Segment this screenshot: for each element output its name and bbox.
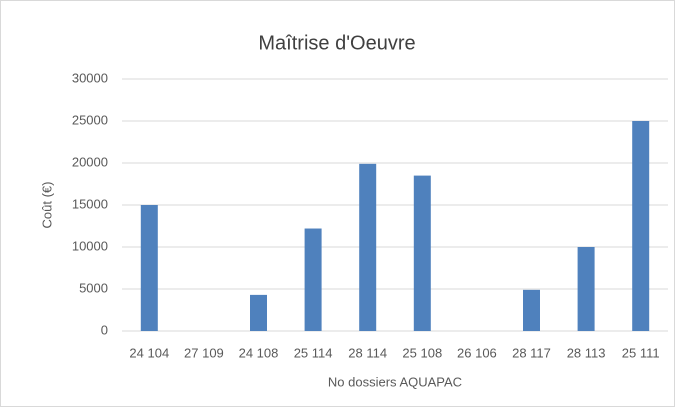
y-tick-label: 20000 bbox=[72, 154, 108, 169]
y-tick-label: 0 bbox=[101, 322, 108, 337]
chart-title: Maîtrise d'Oeuvre bbox=[258, 32, 415, 54]
x-tick-label: 25 111 bbox=[622, 345, 660, 360]
bar bbox=[140, 205, 158, 331]
bar bbox=[523, 289, 540, 331]
x-tick-label: 25 108 bbox=[402, 345, 442, 360]
y-tick-label: 15000 bbox=[72, 196, 108, 211]
bar bbox=[359, 163, 377, 331]
bar bbox=[304, 228, 322, 331]
x-tick-label: 28 117 bbox=[512, 345, 551, 360]
y-tick-label: 25000 bbox=[72, 112, 108, 127]
bar bbox=[413, 175, 431, 331]
x-axis-label: No dossiers AQUAPAC bbox=[328, 374, 462, 389]
x-tick-label: 24 104 bbox=[129, 345, 169, 360]
bar bbox=[250, 294, 267, 331]
bar bbox=[577, 247, 595, 331]
x-tick-label: 26 106 bbox=[457, 345, 497, 360]
y-tick-label: 30000 bbox=[72, 70, 108, 85]
x-tick-label: 24 108 bbox=[239, 345, 279, 360]
bar bbox=[632, 121, 650, 331]
y-axis-label: Coût (€) bbox=[39, 182, 54, 229]
y-tick-label: 5000 bbox=[79, 280, 108, 295]
y-tick-label: 10000 bbox=[72, 238, 108, 253]
x-tick-label: 28 114 bbox=[348, 345, 387, 360]
x-tick-label: 27 109 bbox=[184, 345, 224, 360]
x-tick-label: 28 113 bbox=[567, 345, 606, 360]
x-tick-label: 25 114 bbox=[294, 345, 333, 360]
